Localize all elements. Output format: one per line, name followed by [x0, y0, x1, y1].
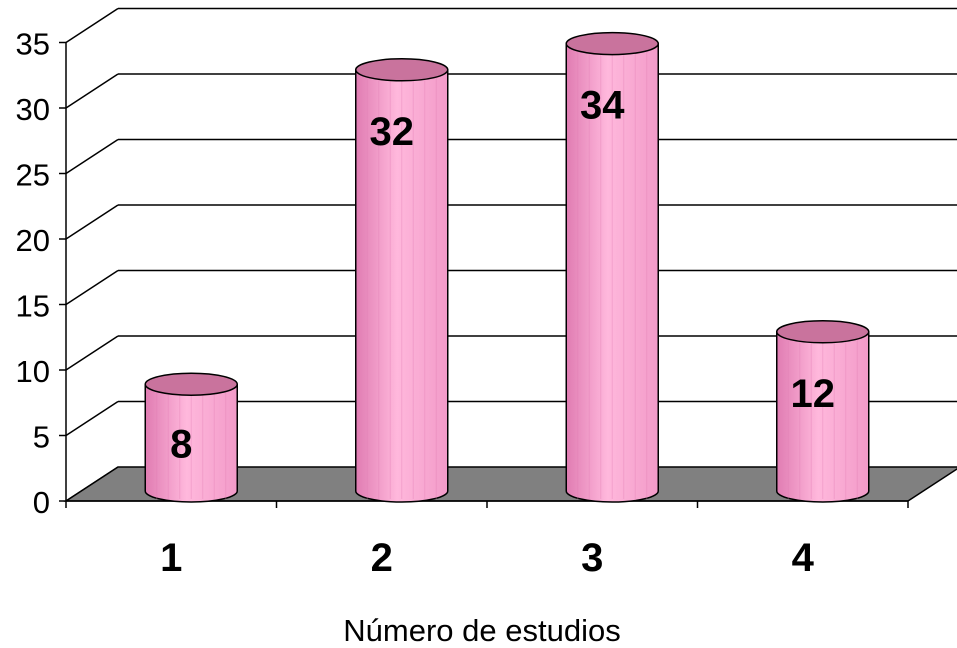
gridline-depth: [65, 335, 119, 371]
y-tick-label: 10: [16, 354, 50, 389]
data-label: 12: [791, 372, 836, 416]
bar-body: [144, 383, 238, 503]
bar-2: [355, 58, 449, 503]
bar-body: [776, 331, 870, 503]
x-tick-label: 2: [371, 536, 393, 580]
x-tick-label: 3: [581, 536, 603, 580]
data-label: 34: [580, 84, 625, 128]
y-tick-label: 25: [16, 158, 50, 193]
bar-top: [776, 320, 870, 344]
bar-4: [776, 320, 870, 503]
gridlines: [65, 7, 957, 502]
y-tick-label: 30: [16, 92, 50, 127]
axes: 0 5 10 15 20 25 30 35: [16, 27, 909, 520]
gridline-depth: [65, 138, 119, 175]
gridline-depth: [65, 400, 119, 437]
bars: [144, 31, 870, 503]
bar-body: [355, 69, 449, 503]
data-label: 8: [170, 423, 192, 467]
y-tick-label: 20: [16, 223, 50, 258]
x-tick-label: 1: [160, 536, 182, 580]
bar-3: [565, 31, 659, 503]
bar-top: [144, 372, 238, 396]
y-tick-label: 0: [33, 485, 50, 520]
labels: 8 1 32 2 34 3 12 4: [160, 84, 835, 580]
x-tick-label: 4: [792, 536, 815, 580]
bar-top: [355, 58, 449, 82]
bar-1: [144, 372, 238, 503]
gridline-depth: [65, 73, 119, 109]
bar-top: [565, 31, 659, 56]
x-axis-title: Número de estudios: [343, 613, 620, 648]
y-tick-label: 5: [33, 420, 50, 455]
y-tick-label: 15: [16, 289, 50, 324]
gridline-depth: [65, 7, 119, 44]
gridline-depth: [65, 269, 119, 306]
gridline-depth: [65, 204, 119, 240]
bar-body: [565, 42, 659, 503]
data-label: 32: [370, 110, 415, 154]
y-tick-label: 35: [16, 27, 50, 62]
